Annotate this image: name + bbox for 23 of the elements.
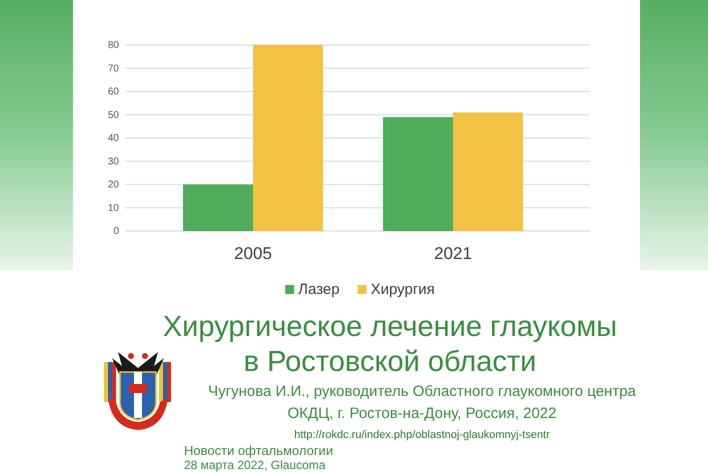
bar (183, 184, 253, 231)
text: Чугунова И.И., руководитель Областного глаукомного центра (208, 383, 637, 400)
y-tick-label: 20 (108, 180, 120, 191)
bar (453, 112, 523, 231)
bar (253, 45, 323, 231)
y-tick-label: 80 (108, 40, 120, 52)
y-tick-label: 40 (108, 133, 120, 144)
y-tick-label: 50 (108, 110, 120, 121)
y-tick-label: 70 (108, 63, 120, 74)
y-tick-label: 10 (108, 202, 120, 214)
legend-label: Лазер (298, 281, 340, 298)
text: Хирургическое лечение глаукомы в Ростовской области (162, 311, 618, 378)
text: Новости офтальмологии (184, 443, 334, 458)
text: http://rokdc.ru/index.php/oblastnoj-glaukomnyj-tsentr (294, 429, 550, 441)
y-tick-label: 30 (108, 156, 120, 168)
text: 28 марта 2022, Glaucoma (184, 458, 326, 472)
text: ОКДЦ, г. Ростов-на-Дону, Россия, 2022 (288, 405, 556, 422)
y-tick-label: 60 (108, 86, 120, 98)
y-tick-label: 0 (113, 226, 120, 238)
bar (383, 117, 453, 231)
x-tick-label: 2005 (234, 244, 272, 264)
legend-label: Хирургия (370, 281, 435, 298)
x-tick-label: 2021 (434, 244, 472, 264)
